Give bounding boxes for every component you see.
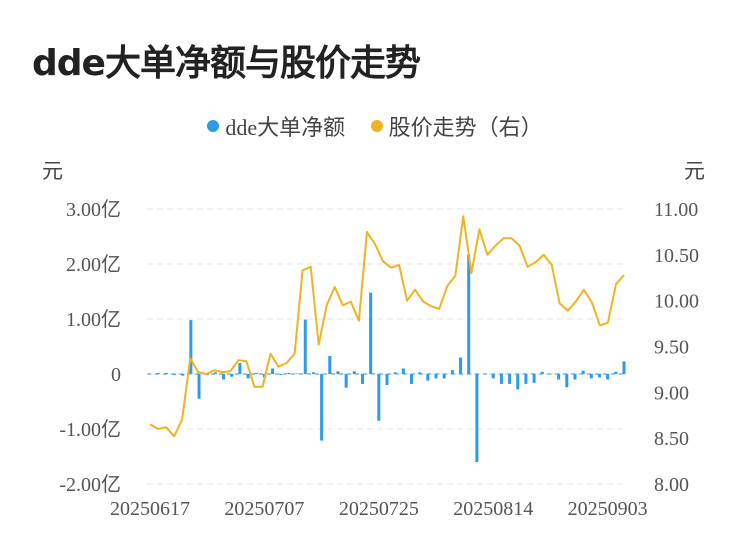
dde-bar <box>164 372 168 374</box>
dde-bar <box>548 374 552 375</box>
right-axis-ticks: 11.00 10.50 10.00 9.50 9.00 8.50 8.00 <box>654 199 699 496</box>
dde-bar <box>287 372 291 374</box>
left-axis-unit: 元 <box>42 159 63 183</box>
dde-bar <box>336 371 340 374</box>
dde-bar <box>148 373 152 374</box>
dde-bar <box>181 374 185 376</box>
left-axis-ticks: 3.00亿 2.00亿 1.00亿 0 -1.00亿 -2.00亿 <box>59 198 121 496</box>
dde-bar <box>606 374 610 380</box>
dde-bar <box>230 374 234 377</box>
dde-bar <box>377 374 381 421</box>
dde-bar <box>573 374 577 380</box>
dde-bar <box>352 371 356 374</box>
right-axis-unit: 元 <box>684 159 705 183</box>
dde-bar <box>467 254 471 374</box>
x-axis-ticks: 20250617 20250707 20250725 20250814 20250903 <box>110 498 648 520</box>
dde-bar <box>483 374 487 375</box>
right-tick-label: 8.00 <box>654 474 689 496</box>
dde-bar <box>401 368 405 374</box>
left-tick-label: 2.00亿 <box>66 253 121 276</box>
legend-label-price: 股价走势（右） <box>388 115 543 140</box>
dde-bar <box>295 373 299 374</box>
dde-bar <box>344 374 348 388</box>
gridlines <box>147 208 627 485</box>
legend-label-dde: dde大单净额 <box>225 115 346 140</box>
dde-bar <box>393 372 397 374</box>
dde-bar <box>197 374 201 399</box>
left-tick-label: -2.00亿 <box>59 473 121 496</box>
dde-bar <box>189 320 193 374</box>
dde-bar <box>459 357 463 374</box>
dde-bar <box>426 374 430 381</box>
dde-bar <box>385 374 389 385</box>
dde-bar <box>475 374 479 462</box>
dde-bar <box>360 374 364 384</box>
dde-bar <box>271 368 275 374</box>
dde-bar <box>499 374 503 384</box>
x-tick-label: 20250707 <box>224 498 304 520</box>
dde-bar <box>450 370 454 374</box>
dde-bar <box>173 374 177 376</box>
dde-bar <box>565 374 569 388</box>
left-tick-label: 0 <box>111 364 121 386</box>
right-tick-label: 10.50 <box>654 245 699 267</box>
dde-bar <box>156 372 160 374</box>
dde-bar <box>532 374 536 383</box>
x-tick-label: 20250903 <box>568 498 648 520</box>
dde-bar <box>222 374 226 380</box>
x-tick-label: 20250725 <box>339 498 419 520</box>
legend: dde大单净额 股价走势（右） <box>0 110 750 142</box>
dde-bar <box>540 371 544 374</box>
dde-bars <box>148 254 626 462</box>
dde-bar <box>279 374 283 376</box>
dde-bar <box>410 374 414 384</box>
price-line <box>149 215 625 438</box>
dde-bar <box>597 374 601 378</box>
dde-bar <box>311 372 315 374</box>
dde-bar <box>589 374 593 379</box>
left-tick-label: -1.00亿 <box>59 418 121 441</box>
dde-bar <box>320 374 324 441</box>
dde-bar <box>418 372 422 374</box>
dde-bar <box>328 355 332 374</box>
left-tick-label: 1.00亿 <box>66 308 121 331</box>
legend-swatch-dde <box>207 120 220 132</box>
dde-bar <box>442 374 446 379</box>
dde-bar <box>581 370 585 374</box>
left-tick-label: 3.00亿 <box>66 198 121 221</box>
dde-bar <box>303 319 307 374</box>
dde-bar <box>614 371 618 374</box>
right-tick-label: 8.50 <box>654 428 689 450</box>
right-tick-label: 9.50 <box>654 337 689 359</box>
dde-bar <box>508 374 512 384</box>
right-tick-label: 11.00 <box>654 199 698 221</box>
right-tick-label: 10.00 <box>654 291 699 313</box>
dde-bar <box>516 374 520 390</box>
dde-bar <box>524 374 528 384</box>
dde-bar <box>254 372 258 374</box>
dde-bar <box>434 374 438 379</box>
dde-bar <box>213 372 217 374</box>
dde-bar <box>246 374 250 379</box>
price-line-group <box>149 215 625 438</box>
dde-bar <box>557 374 561 380</box>
x-tick-label: 20250617 <box>110 498 190 520</box>
right-tick-label: 9.00 <box>654 382 689 404</box>
chart-title: dde大单净额与股价走势 <box>32 43 421 84</box>
dde-bar <box>238 363 242 374</box>
legend-swatch-price <box>370 120 383 132</box>
dde-bar <box>622 361 626 374</box>
dde-bar <box>491 374 495 379</box>
dde-bar <box>369 292 373 374</box>
legend-item-price[interactable]: 股价走势（右） <box>370 110 543 142</box>
x-tick-label: 20250814 <box>453 498 533 520</box>
legend-item-dde[interactable]: dde大单净额 <box>207 110 345 142</box>
